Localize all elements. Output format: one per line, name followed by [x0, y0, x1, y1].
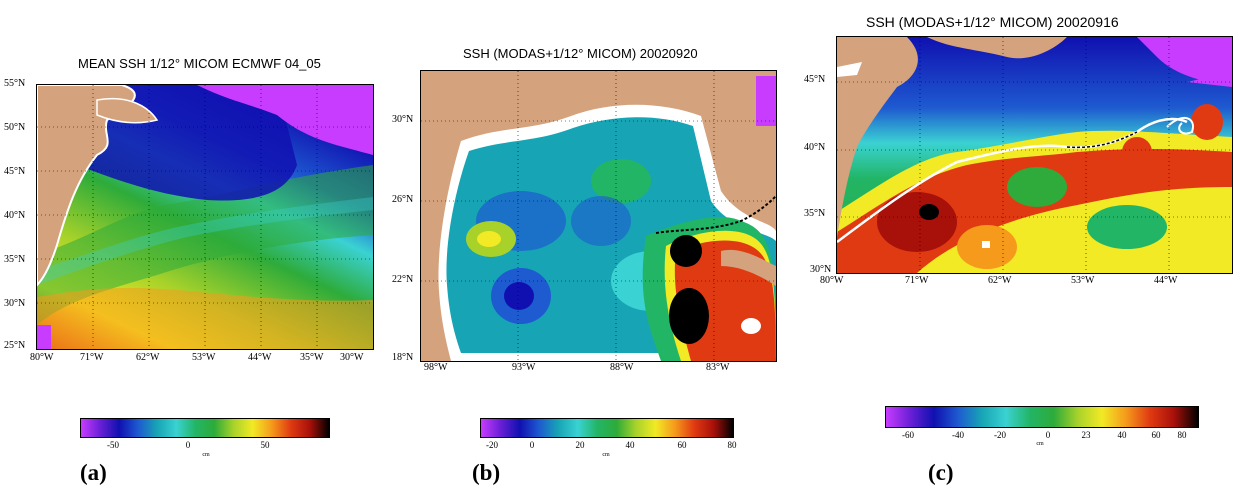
lat-tick-a-4: 35°N [4, 254, 26, 265]
colorbar-label-a-1: 0 [185, 440, 191, 450]
lat-tick-a-6: 25°N [4, 340, 26, 351]
lon-tick-a-6: 30°W [340, 352, 364, 363]
lon-tick-a-3: 53°W [192, 352, 216, 363]
map-title-c: SSH (MODAS+1/12° MICOM) 20020916 [866, 14, 1119, 30]
map-title-b: SSH (MODAS+1/12° MICOM) 20020920 [463, 46, 698, 61]
colorbar-c [885, 406, 1199, 428]
colorbar-label-b-5: 80 [727, 440, 737, 450]
lon-tick-b-3: 83°W [706, 362, 730, 373]
colorbar-label-b-0: -20 [486, 440, 498, 450]
lat-tick-b-1: 26°N [392, 194, 414, 205]
colorbar-label-b-4: 60 [677, 440, 687, 450]
lon-tick-a-2: 62°W [136, 352, 160, 363]
colorbar-unit-b: cm [602, 452, 610, 458]
map-b [420, 70, 777, 362]
lat-tick-a-2: 45°N [4, 166, 26, 177]
lat-tick-a-1: 50°N [4, 122, 26, 133]
colorbar-label-b-2: 20 [575, 440, 585, 450]
lon-tick-c-3: 53°W [1071, 275, 1095, 286]
panel-label-a: (a) [80, 460, 107, 485]
lon-tick-c-4: 44°W [1154, 275, 1178, 286]
colorbar-a [80, 418, 330, 438]
lon-tick-a-5: 35°W [300, 352, 324, 363]
lat-tick-a-0: 55°N [4, 78, 26, 89]
panel-label-c: (c) [928, 460, 954, 485]
colorbar-label-c-1: -40 [952, 430, 964, 440]
colorbar-label-c-2: -20 [994, 430, 1006, 440]
lat-tick-a-5: 30°N [4, 298, 26, 309]
colorbar-label-c-3: 0 [1045, 430, 1051, 440]
colorbar-label-a-2: 50 [260, 440, 270, 450]
colorbar-label-c-0: -60 [902, 430, 914, 440]
colorbar-b [480, 418, 734, 438]
colorbar-label-b-3: 40 [625, 440, 635, 450]
map-title-a: MEAN SSH 1/12° MICOM ECMWF 04_05 [78, 56, 321, 71]
lat-tick-a-3: 40°N [4, 210, 26, 221]
lon-tick-c-2: 62°W [988, 275, 1012, 286]
lon-tick-a-0: 80°W [30, 352, 54, 363]
colorbar-label-a-0: -50 [107, 440, 119, 450]
colorbar-label-c-4: 23 [1081, 430, 1091, 440]
colorbar-label-b-1: 0 [529, 440, 535, 450]
colorbar-unit-c: cm [1036, 441, 1044, 447]
colorbar-label-c-5: 40 [1117, 430, 1127, 440]
map-c [836, 36, 1233, 274]
lon-tick-c-1: 71°W [905, 275, 929, 286]
lat-tick-b-2: 22°N [392, 274, 414, 285]
map-a [36, 84, 374, 350]
lon-tick-b-1: 93°W [512, 362, 536, 373]
lat-tick-b-0: 30°N [392, 114, 414, 125]
panel-label-b: (b) [472, 460, 501, 485]
lat-tick-c-3: 30°N [810, 264, 832, 275]
ssh-field-a [37, 85, 373, 349]
ssh-field-b [421, 71, 776, 361]
lat-tick-c-0: 45°N [804, 74, 826, 85]
lat-tick-c-2: 35°N [804, 208, 826, 219]
colorbar-label-c-7: 80 [1177, 430, 1187, 440]
lon-tick-c-0: 80°W [820, 275, 844, 286]
lon-tick-b-2: 88°W [610, 362, 634, 373]
lon-tick-b-0: 98°W [424, 362, 448, 373]
lat-tick-b-3: 18°N [392, 352, 414, 363]
ssh-field-c [837, 37, 1232, 273]
lat-tick-c-1: 40°N [804, 142, 826, 153]
lon-tick-a-1: 71°W [80, 352, 104, 363]
colorbar-unit-a: cm [202, 452, 210, 458]
lon-tick-a-4: 44°W [248, 352, 272, 363]
colorbar-label-c-6: 60 [1151, 430, 1161, 440]
